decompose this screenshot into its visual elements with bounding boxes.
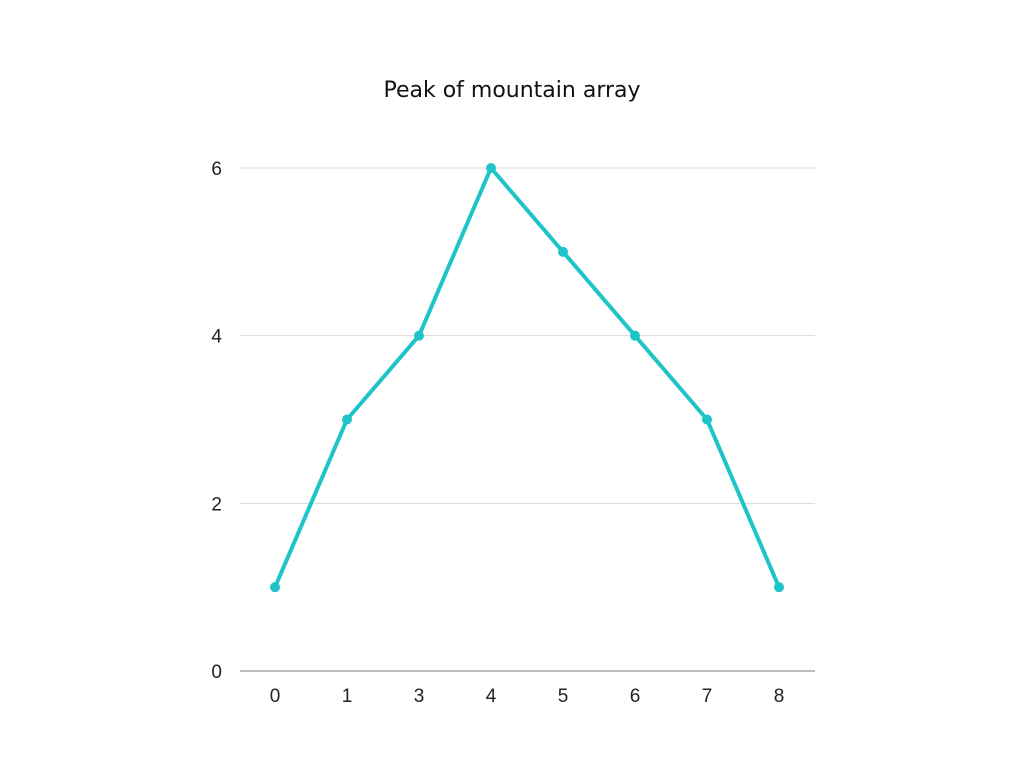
y-tick-label: 0 [211, 662, 222, 683]
x-tick-label: 3 [414, 686, 425, 707]
series-line [273, 166, 781, 590]
data-point [630, 330, 640, 341]
x-tick-label: 7 [702, 686, 713, 707]
data-point [270, 582, 280, 593]
data-point [414, 330, 424, 341]
data-point [342, 414, 352, 425]
x-tick-label: 1 [342, 686, 353, 707]
data-point [558, 246, 568, 257]
x-tick-label: 5 [558, 686, 569, 707]
x-tick-label: 6 [630, 686, 641, 707]
y-tick-label: 6 [211, 159, 222, 180]
y-tick-label: 4 [211, 327, 222, 348]
data-point [774, 582, 784, 593]
x-tick-label: 0 [270, 686, 281, 707]
y-tick-label: 2 [211, 494, 222, 515]
chart-title: Peak of mountain array [383, 78, 641, 103]
data-point [702, 414, 712, 425]
x-tick-label: 8 [774, 686, 785, 707]
data-point [486, 163, 496, 173]
x-tick-label: 4 [486, 686, 497, 707]
